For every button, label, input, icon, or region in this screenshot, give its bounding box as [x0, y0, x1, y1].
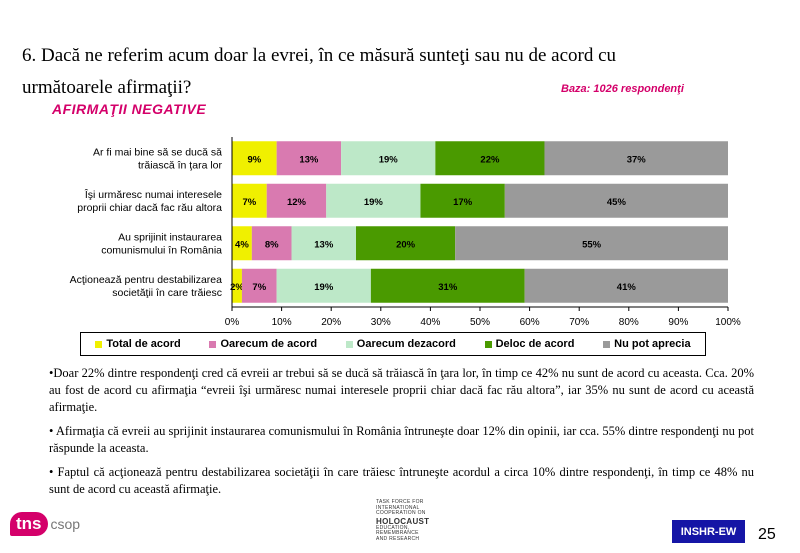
bar-segment: [291, 226, 356, 261]
legend-label: Oarecum dezacord: [356, 338, 456, 350]
legend-swatch: [345, 340, 353, 348]
legend-swatch: [484, 340, 492, 348]
category-label: Îşi urmăresc numai interesele proprii chi…: [77, 188, 222, 214]
taskforce-line: COOPERATION ON: [376, 510, 426, 516]
note-1: •Doar 22% dintre respondenţi cred că evr…: [49, 366, 754, 414]
bar-segment: [544, 141, 728, 176]
taskforce-line: REMEMBRANCE: [376, 530, 419, 536]
data-label: 19%: [314, 282, 334, 293]
data-label: 41%: [617, 282, 637, 293]
taskforce-logo: TASK FORCE FOR INTERNATIONAL COOPERATION…: [376, 499, 432, 544]
data-label: 19%: [379, 154, 399, 165]
legend-item: Total de acord: [95, 338, 181, 350]
data-label: 2%: [230, 282, 244, 293]
bar-segment: [341, 141, 436, 176]
x-tick-label: 40%: [420, 317, 440, 328]
bar-segment: [276, 268, 371, 303]
data-label: 20%: [396, 239, 416, 250]
stacked-bar-chart: Ar fi mai bine să se ducă să trăiască în …: [70, 137, 741, 328]
bar-segment: [232, 268, 242, 303]
data-label: 9%: [247, 154, 261, 165]
legend-swatch: [603, 340, 611, 348]
data-label: 55%: [582, 239, 602, 250]
x-tick-label: 60%: [520, 317, 540, 328]
note-2: • Afirmaţia că evreii au sprijinit insta…: [49, 424, 754, 455]
x-tick-label: 30%: [371, 317, 391, 328]
bar-segment: [232, 183, 267, 218]
bar-segment: [524, 268, 728, 303]
bar-segment: [276, 141, 342, 176]
notes: •Doar 22% dintre respondenţi cred că evr…: [49, 365, 754, 505]
x-tick-label: 10%: [272, 317, 292, 328]
bar-segment: [326, 183, 421, 218]
data-label: 22%: [480, 154, 500, 165]
x-tick-label: 20%: [321, 317, 341, 328]
legend-swatch: [209, 340, 217, 348]
base-label: Baza: 1026 respondenţi: [561, 83, 684, 95]
note-3: • Faptul că acţionează pentru destabiliz…: [49, 465, 754, 496]
x-tick-label: 70%: [569, 317, 589, 328]
chart-legend: Total de acord Oarecum de acord Oarecum de…: [80, 332, 706, 356]
data-label: 13%: [299, 154, 319, 165]
legend-swatch: [95, 340, 103, 348]
bar-segment: [251, 226, 292, 261]
legend-label: Total de acord: [106, 338, 181, 350]
logo-tns-text: tns: [10, 512, 48, 536]
inshr-badge: INSHR-EW: [672, 520, 745, 543]
legend-item: Deloc de acord: [484, 338, 575, 350]
question-text: 6. Dacă ne referim acum doar la evrei, î…: [22, 45, 617, 98]
taskforce-line: HOLOCAUST: [376, 516, 430, 526]
chart-subtitle: AFIRMAŢII NEGATIVE: [52, 101, 207, 117]
data-label: 7%: [252, 282, 266, 293]
logo-csop-text: csop: [50, 516, 81, 532]
bar-segment: [232, 141, 277, 176]
legend-label: Oarecum de acord: [220, 338, 318, 350]
taskforce-line: AND RESEARCH: [376, 535, 420, 542]
bar-segment: [241, 268, 277, 303]
taskforce-line: TASK FORCE FOR: [376, 499, 424, 505]
x-tick-label: 100%: [715, 317, 741, 328]
page-number: 25: [758, 526, 776, 543]
legend-item: Oarecum de acord: [209, 338, 317, 350]
bar-segment: [455, 226, 728, 261]
bar-segment: [435, 141, 545, 176]
category-label: Acţionează pentru destabilizarea societăţ…: [70, 274, 223, 299]
x-tick-label: 80%: [619, 317, 639, 328]
bar-segment: [266, 183, 327, 218]
bar-segment: [504, 183, 728, 218]
data-label: 45%: [607, 197, 627, 208]
data-label: 19%: [364, 197, 384, 208]
bar-segment: [370, 268, 525, 303]
legend-item: Nu pot aprecia: [603, 338, 691, 350]
data-label: 8%: [265, 239, 279, 250]
bar-segment: [232, 226, 252, 261]
legend-item: Oarecum dezacord: [345, 338, 456, 350]
data-label: 13%: [314, 239, 334, 250]
data-label: 17%: [453, 197, 473, 208]
x-tick-label: 90%: [668, 317, 688, 328]
category-label: Au sprijinit instaurarea comunismului în …: [101, 231, 222, 256]
x-tick-label: 0%: [225, 317, 240, 328]
taskforce-line: INTERNATIONAL: [376, 504, 420, 511]
tns-csop-logo: tns csop: [10, 512, 80, 536]
category-label: Ar fi mai bine să se ducă să trăiască în …: [93, 146, 222, 171]
bar-segment: [420, 183, 505, 218]
data-label: 12%: [287, 197, 307, 208]
legend-label: Deloc de acord: [495, 338, 575, 350]
legend-label: Nu pot aprecia: [614, 338, 691, 350]
data-label: 4%: [235, 239, 249, 250]
taskforce-line: EDUCATION,: [376, 524, 410, 531]
x-tick-label: 50%: [470, 317, 490, 328]
bar-segment: [356, 226, 456, 261]
data-label: 31%: [438, 282, 458, 293]
data-label: 37%: [627, 154, 647, 165]
data-label: 7%: [242, 197, 256, 208]
